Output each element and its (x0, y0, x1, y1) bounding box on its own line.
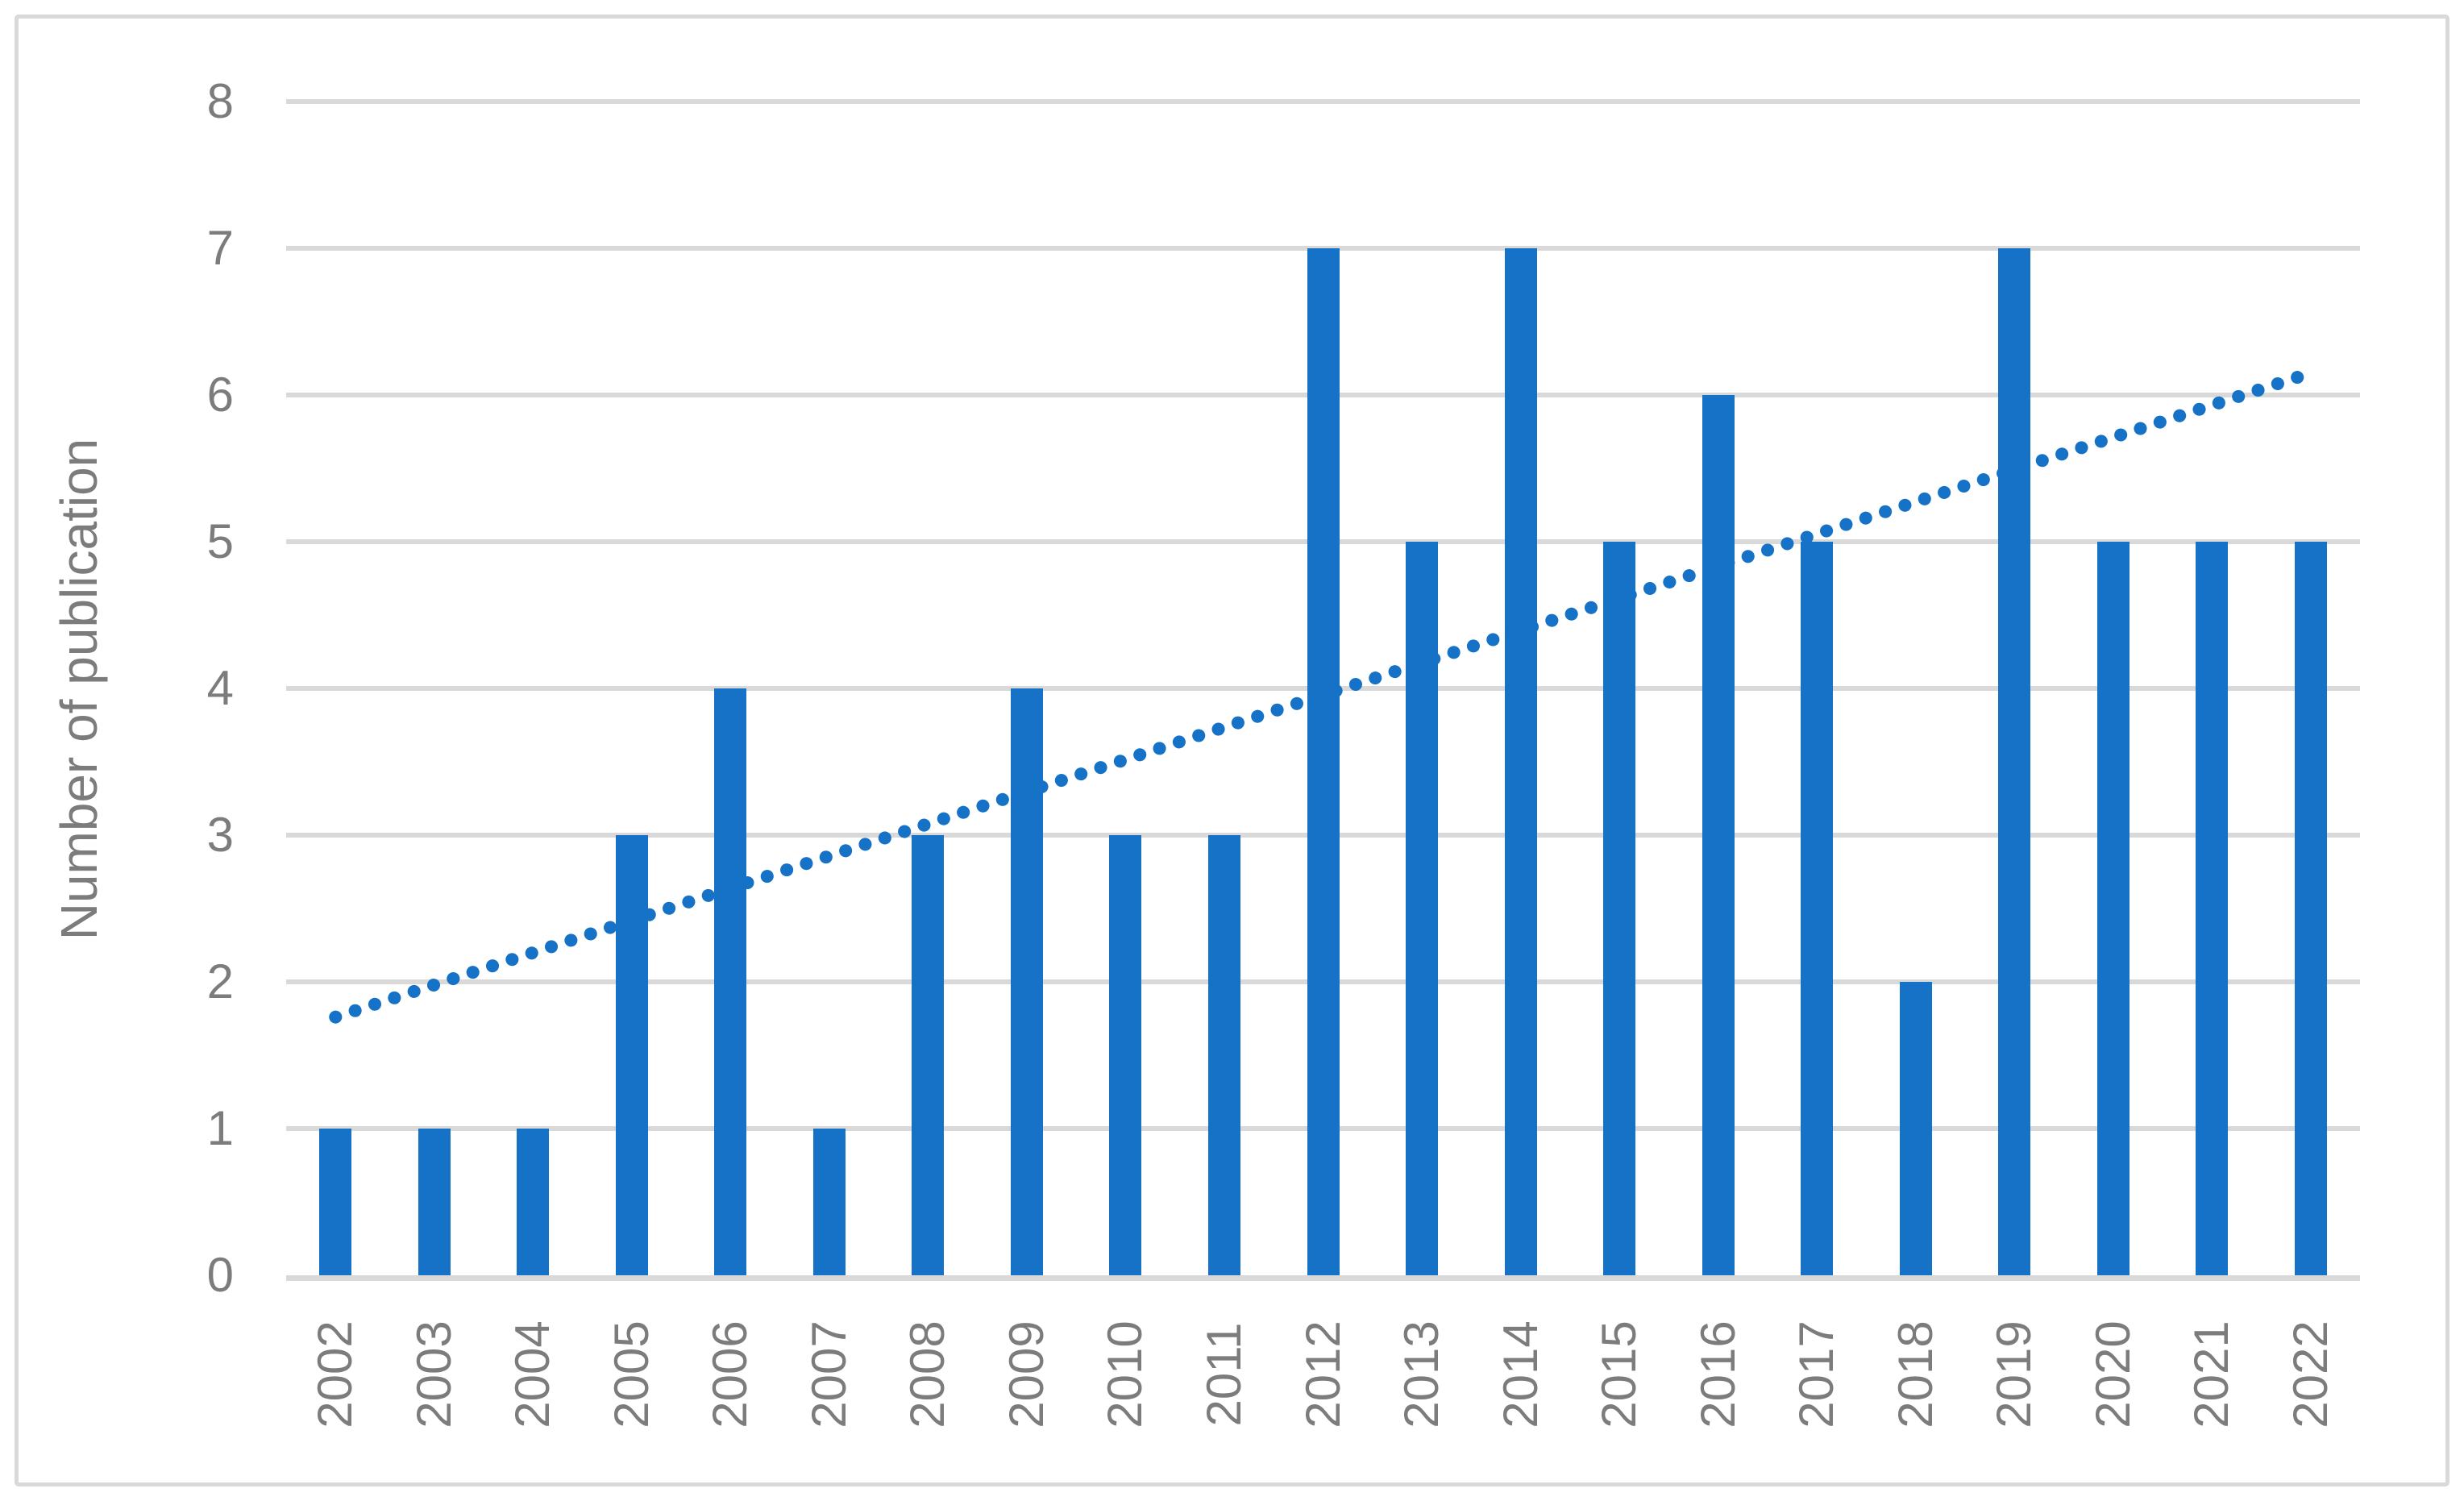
bar-2014 (1504, 248, 1537, 1275)
bar-2009 (1010, 688, 1043, 1275)
bar-2011 (1207, 835, 1240, 1275)
x-tick-label-2012: 2012 (1295, 1320, 1350, 1428)
y-tick-label-6: 6 (206, 368, 234, 422)
y-tick-label-7: 7 (206, 221, 234, 275)
x-tick-label-2020: 2020 (2085, 1320, 2140, 1428)
y-tick-label-3: 3 (206, 808, 234, 862)
x-tick-label-2018: 2018 (1888, 1320, 1943, 1428)
bar-2012 (1307, 248, 1340, 1275)
x-tick-label-2011: 2011 (1196, 1322, 1251, 1427)
bar-2019 (1998, 248, 2031, 1275)
x-tick-label-2009: 2009 (999, 1320, 1053, 1428)
gridline-0 (286, 1275, 2360, 1281)
x-tick-label-2017: 2017 (1789, 1320, 1844, 1428)
bar-2003 (418, 1129, 451, 1275)
bar-2022 (2294, 542, 2327, 1275)
x-tick-label-2013: 2013 (1394, 1320, 1449, 1428)
x-tick-label-2010: 2010 (1098, 1320, 1153, 1428)
x-tick-label-2014: 2014 (1493, 1320, 1548, 1428)
bar-2013 (1406, 542, 1439, 1275)
bar-2004 (517, 1129, 550, 1275)
bar-2020 (2096, 542, 2130, 1275)
bar-2016 (1702, 395, 1735, 1275)
x-tick-label-2002: 2002 (308, 1320, 363, 1428)
x-tick-label-2006: 2006 (703, 1320, 758, 1428)
x-tick-label-2008: 2008 (900, 1320, 955, 1428)
bar-2002 (319, 1129, 352, 1275)
x-tick-label-2005: 2005 (604, 1320, 659, 1428)
bar-2008 (912, 835, 945, 1275)
bar-2007 (812, 1129, 846, 1275)
bar-2017 (1801, 542, 1834, 1275)
bar-2018 (1899, 982, 1932, 1275)
x-tick-label-2016: 2016 (1690, 1320, 1745, 1428)
x-tick-label-2007: 2007 (801, 1320, 856, 1428)
x-tick-label-2004: 2004 (505, 1320, 560, 1428)
y-tick-label-1: 1 (206, 1101, 234, 1155)
y-tick-label-4: 4 (206, 661, 234, 715)
bar-2006 (714, 688, 747, 1275)
bar-2010 (1109, 835, 1142, 1275)
x-tick-label-2021: 2021 (2184, 1320, 2239, 1428)
y-axis-title: Number of publication (50, 438, 108, 941)
bar-2005 (615, 835, 648, 1275)
x-tick-label-2019: 2019 (1987, 1320, 2042, 1428)
y-tick-label-8: 8 (206, 74, 234, 128)
y-tick-label-0: 0 (206, 1248, 234, 1302)
x-tick-label-2015: 2015 (1592, 1320, 1647, 1428)
x-tick-label-2003: 2003 (406, 1320, 461, 1428)
y-tick-label-5: 5 (206, 514, 234, 568)
y-tick-label-2: 2 (206, 954, 234, 1008)
x-tick-label-2022: 2022 (2283, 1320, 2337, 1428)
bar-2015 (1603, 542, 1636, 1275)
gridline-8 (286, 99, 2360, 104)
bar-2021 (2196, 542, 2229, 1275)
